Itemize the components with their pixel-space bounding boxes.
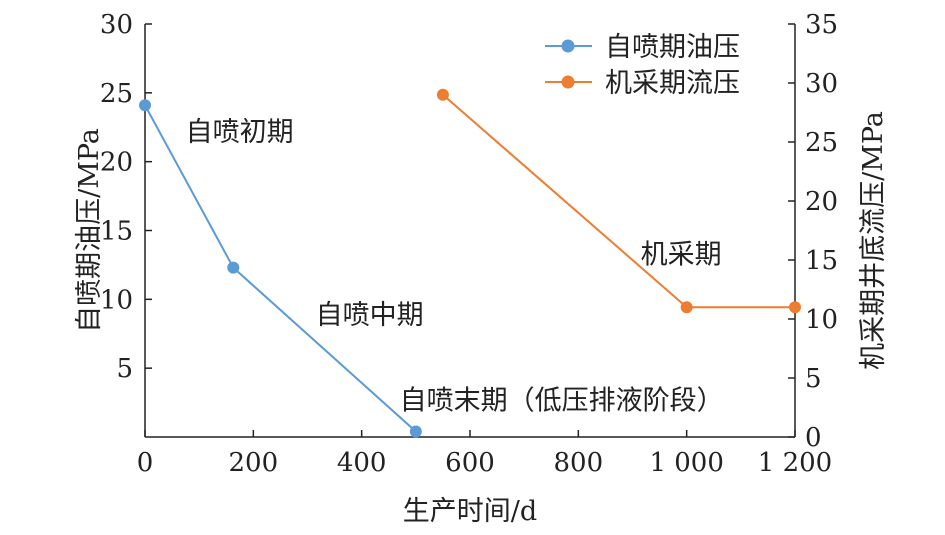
series-line-0	[144, 104, 417, 433]
legend-marker-0	[561, 39, 575, 53]
annotation: 自喷中期	[316, 300, 424, 331]
x-tick-label: 0	[137, 448, 154, 478]
data-point-0	[227, 261, 240, 274]
series-line-1	[442, 94, 795, 309]
x-tick-label: 1 000	[649, 448, 723, 478]
y-right-tick-label: 15	[805, 246, 838, 276]
legend-marker-1	[561, 75, 575, 89]
x-tick-label: 400	[337, 448, 387, 478]
legend-label-0: 自喷期油压	[605, 32, 740, 63]
data-point-0	[139, 99, 151, 112]
x-tick-label: 200	[229, 448, 279, 478]
x-tick-label: 600	[445, 448, 495, 478]
data-point-1	[436, 88, 449, 101]
y-right-tick-label: 30	[805, 69, 838, 99]
y-left-tick-label: 25	[100, 79, 133, 109]
y-right-axis-label: 机采期井底流压/MPa	[858, 111, 889, 370]
y-right-tick-label: 25	[805, 128, 838, 158]
y-right-tick-label: 10	[805, 305, 838, 335]
x-tick-label: 1 200	[758, 448, 832, 478]
x-tick-label: 800	[554, 448, 604, 478]
y-left-tick-label: 15	[100, 217, 133, 247]
y-left-axis-label: 自喷期油压/MPa	[74, 128, 105, 333]
annotation: 自喷末期（低压排液阶段）	[400, 385, 724, 416]
data-point-1	[680, 301, 693, 314]
y-left-tick-label: 10	[100, 285, 133, 315]
x-axis-label: 生产时间/d	[403, 496, 537, 527]
legend-label-1: 机采期流压	[605, 68, 740, 99]
y-right-tick-label: 0	[805, 423, 822, 453]
y-right-tick-label: 5	[805, 364, 822, 394]
data-point-0	[409, 425, 422, 438]
y-left-tick-label: 30	[100, 10, 133, 40]
y-right-tick-label: 35	[805, 10, 838, 40]
annotation: 自喷初期	[186, 117, 294, 148]
data-point-1	[789, 301, 801, 314]
y-left-tick-label: 5	[116, 354, 133, 384]
annotation: 机采期	[641, 240, 722, 271]
y-left-tick-label: 20	[100, 148, 133, 178]
y-right-tick-label: 20	[805, 187, 838, 217]
